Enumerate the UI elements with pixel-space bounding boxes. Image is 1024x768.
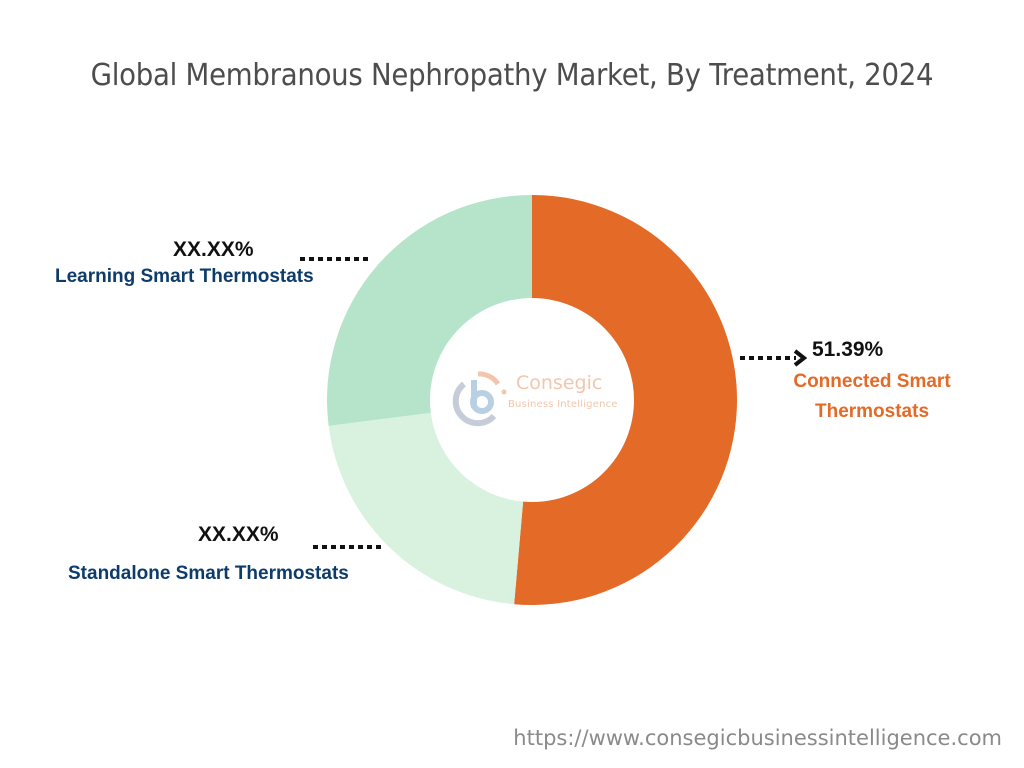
arrow-head-icon [793, 349, 808, 367]
donut-slices [327, 195, 738, 606]
connected-label: Connected Smart Thermostats [780, 367, 964, 427]
chart-title: Global Membranous Nephropathy Market, By… [90, 58, 934, 93]
logo-tagline: Business Intelligence [508, 399, 618, 410]
footer-url: https://www.consegicbusinessintelligence… [513, 726, 1002, 750]
connected-label-line2: Thermostats [814, 401, 930, 422]
connected-value: 51.39% [812, 338, 884, 361]
slice-standalone [328, 412, 524, 605]
learning-label: Learning Smart Thermostats [55, 266, 314, 287]
slice-learning [327, 195, 532, 426]
logo-name: Consegic [516, 372, 603, 394]
standalone-value: XX.XX% [198, 523, 279, 546]
consegic-logo-icon [452, 371, 507, 427]
watermark-logo: Consegic Business Intelligence [452, 368, 622, 428]
slice-connected [514, 195, 738, 606]
learning-value: XX.XX% [173, 238, 254, 261]
connected-label-line1: Connected Smart [793, 371, 951, 392]
standalone-label: Standalone Smart Thermostats [68, 563, 349, 584]
